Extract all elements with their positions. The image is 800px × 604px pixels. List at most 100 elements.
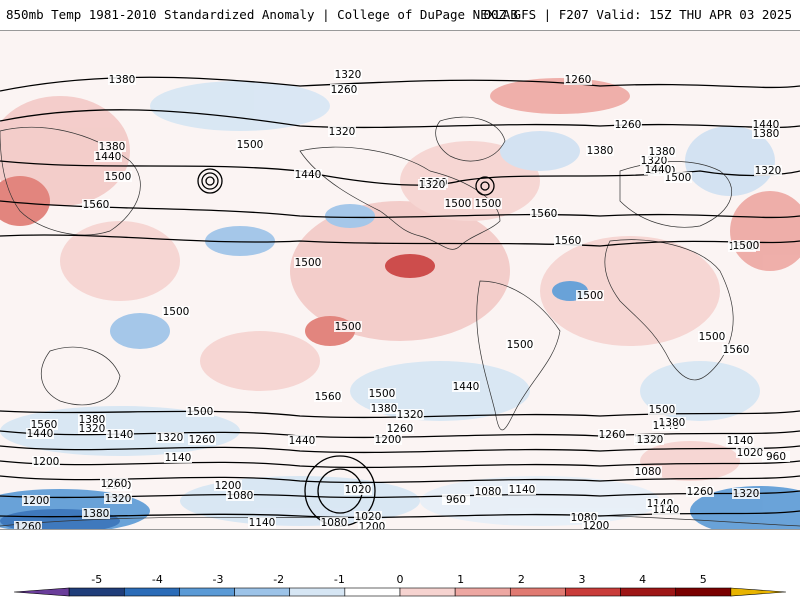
contour-label: 1440 xyxy=(27,428,54,440)
contour-label-bg xyxy=(762,451,790,462)
coastline-north-america xyxy=(299,146,501,250)
cold-anomaly xyxy=(205,226,275,256)
contour-label-bg xyxy=(98,141,126,152)
contour-label-bg xyxy=(236,139,264,150)
colorbar-tick-label: 4 xyxy=(639,573,646,586)
contour-label-bg xyxy=(582,520,610,529)
contour-label: 1560 xyxy=(83,199,110,211)
cold-anomaly xyxy=(500,131,580,171)
contour-label-bg xyxy=(370,403,398,414)
contour-label-bg xyxy=(162,306,190,317)
colorbar-swatch xyxy=(509,587,566,597)
contour-label-bg xyxy=(570,512,598,523)
warm-anomaly xyxy=(640,441,740,481)
contour-label: 1140 xyxy=(249,517,276,529)
contour-label: 1560 xyxy=(531,208,558,220)
colorbar-tick-label: -1 xyxy=(334,573,345,586)
contour-label-bg xyxy=(358,521,386,529)
contour-label: 1260 xyxy=(101,478,128,490)
warm-anomaly xyxy=(385,254,435,278)
contour-label: 1380 xyxy=(109,74,136,86)
colorbar-tick-label: 5 xyxy=(700,573,707,586)
contour-label: 1320 xyxy=(157,432,184,444)
contour-label-bg xyxy=(564,74,592,85)
colorbar-swatch xyxy=(123,587,180,597)
contour-label-bg xyxy=(374,434,402,445)
contour-label-bg xyxy=(418,179,446,190)
colorbar-tick-label: -3 xyxy=(213,573,224,586)
contour-label: 1320 xyxy=(397,409,424,421)
contour-label: 1140 xyxy=(509,484,536,496)
contour-label: 1260 xyxy=(615,119,642,131)
coastline-australia xyxy=(41,346,121,406)
colorbar-tick-label: -5 xyxy=(91,573,102,586)
contour-label: 1260 xyxy=(687,486,714,498)
colorbar-swatch xyxy=(179,587,235,597)
contour-label: 1500 xyxy=(475,198,502,210)
cold-anomaly xyxy=(325,204,375,228)
contour-label: 1500 xyxy=(105,171,132,183)
contour-label-bg xyxy=(78,414,106,425)
contour-label: 1380 xyxy=(83,508,110,520)
contour-label-bg xyxy=(294,169,322,180)
contour-label-bg xyxy=(14,521,42,529)
contour-label: 1320 xyxy=(335,69,362,81)
contour-label: 1440 xyxy=(95,151,122,163)
contour-label: 1380 xyxy=(371,403,398,415)
contour-label-bg xyxy=(732,240,760,251)
contour-label-bg xyxy=(100,478,128,489)
contour-label-bg xyxy=(506,339,534,350)
contour-label-bg xyxy=(508,484,536,495)
contour-label-bg xyxy=(186,406,214,417)
contour-label: 1380 xyxy=(587,145,614,157)
contour-label-bg xyxy=(314,391,342,402)
contour-label-bg xyxy=(474,486,502,497)
contour-label-bg xyxy=(30,419,58,430)
contour-label: 1500 xyxy=(295,257,322,269)
contour-label-bg xyxy=(634,466,662,477)
contour-label-bg xyxy=(330,84,358,95)
contour-label: 1440 xyxy=(295,169,322,181)
colorbar-swatch xyxy=(234,587,291,597)
contour-label-bg xyxy=(22,495,50,506)
contour-label-bg xyxy=(698,331,726,342)
contour-label-bg xyxy=(664,172,692,183)
contour-label: 1320 xyxy=(637,434,664,446)
colorbar-swatch xyxy=(730,587,787,597)
header-bar: 850mb Temp 1981-2010 Standardized Anomal… xyxy=(0,0,800,30)
contour-label-bg xyxy=(658,417,686,428)
coastline-south-america xyxy=(476,280,561,431)
contour-label: 1560 xyxy=(555,235,582,247)
contour-label: 1440 xyxy=(645,164,672,176)
contour-label: 1500 xyxy=(699,331,726,343)
anomaly-map: 1380 1320 1260 1260 1320 1260 1440 1380 1380 1440… xyxy=(0,30,800,530)
colorbar-tick-label: 1 xyxy=(457,573,464,586)
contour-label: 1500 xyxy=(649,404,676,416)
contour-label: 1380 xyxy=(659,417,686,429)
contour-label-bg xyxy=(640,155,668,166)
contour-label-bg xyxy=(576,290,604,301)
anomaly-colorbar: -5 -4 -3 -2 -1 0 1 2 3 4 5 xyxy=(0,566,800,600)
colorbar-tick-label: -4 xyxy=(152,573,163,586)
colorbar-swatch xyxy=(13,587,70,597)
colorbar-tick-label: -2 xyxy=(273,573,284,586)
contour-label: 1320 xyxy=(329,126,356,138)
contour-label-bg xyxy=(368,388,396,399)
contour-label: 1260 xyxy=(189,434,216,446)
contour-label: 1320 xyxy=(79,423,106,435)
contour-label-bg xyxy=(736,447,764,458)
colorbar-swatch xyxy=(675,587,732,597)
contour-label: 1020 xyxy=(345,484,372,496)
contour-label-bg xyxy=(226,490,254,501)
contour-label-bg xyxy=(732,488,760,499)
colorbar-canvas: -5 -4 -3 -2 -1 0 1 2 3 4 5 xyxy=(13,573,787,597)
contour-label-bg xyxy=(354,511,382,522)
contour-label-bg xyxy=(106,429,134,440)
contour-label: 1500 xyxy=(445,198,472,210)
contour-label-bg xyxy=(598,429,626,440)
contour-label-bg xyxy=(78,423,106,434)
contour-label-bg xyxy=(614,119,642,130)
contour-label: 1260 xyxy=(331,84,358,96)
colorbar-swatch xyxy=(289,587,346,597)
